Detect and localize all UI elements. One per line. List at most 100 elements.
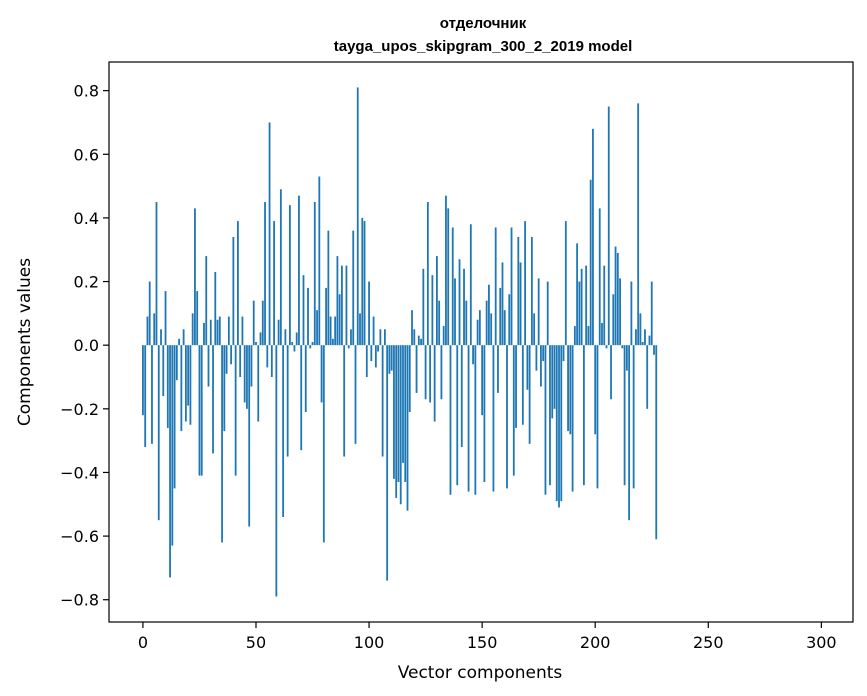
bar-113 [397, 345, 400, 482]
bar-57 [270, 345, 273, 377]
bar-110 [390, 345, 393, 371]
y-tick-label: 0.2 [74, 273, 99, 292]
bar-165 [515, 345, 517, 428]
bar-127 [429, 345, 432, 403]
bar-112 [395, 345, 398, 498]
y-tick-label: −0.8 [60, 591, 99, 610]
bar-9 [162, 345, 165, 397]
bar-216 [630, 281, 633, 346]
bar-25 [198, 345, 201, 476]
bar-41 [234, 345, 237, 476]
bar-19 [184, 345, 187, 422]
bar-224 [648, 335, 651, 346]
bar-143 [465, 300, 468, 346]
bar-172 [530, 237, 533, 346]
bar-133 [442, 326, 445, 346]
bar-223 [646, 345, 649, 409]
bar-56 [268, 122, 271, 346]
bar-201 [596, 345, 599, 489]
bar-17 [180, 345, 183, 432]
bar-227 [655, 345, 658, 540]
bar-93 [352, 230, 355, 346]
bar-37 [225, 345, 228, 374]
bar-115 [402, 345, 404, 463]
bar-99 [365, 345, 368, 377]
bar-53 [261, 300, 264, 346]
bar-168 [521, 345, 524, 425]
bar-198 [589, 179, 592, 346]
bar-40 [232, 237, 235, 346]
bar-178 [544, 345, 547, 495]
x-tick-label: 200 [580, 633, 611, 652]
bar-60 [277, 319, 280, 346]
bar-31 [212, 345, 214, 454]
bar-12 [169, 345, 171, 578]
bar-100 [368, 281, 370, 346]
bar-207 [610, 345, 612, 400]
bar-72 [304, 345, 307, 412]
bar-169 [524, 221, 526, 346]
bar-219 [637, 103, 640, 346]
y-tick-label: −0.2 [60, 400, 99, 419]
bar-173 [533, 313, 536, 346]
bar-191 [573, 326, 576, 346]
bars-group [142, 87, 658, 597]
bar-52 [259, 332, 262, 346]
bar-158 [499, 287, 502, 346]
bar-23 [194, 208, 196, 346]
bar-211 [619, 278, 621, 346]
bar-192 [576, 243, 579, 346]
bar-80 [322, 345, 325, 543]
bar-132 [440, 345, 443, 400]
bar-34 [218, 316, 221, 346]
bar-21 [189, 345, 192, 425]
bar-174 [535, 345, 538, 371]
bar-193 [578, 281, 581, 346]
bar-105 [379, 329, 382, 346]
x-axis-label: Vector components [398, 663, 563, 683]
bar-51 [257, 345, 260, 422]
bar-180 [549, 345, 551, 486]
bar-131 [438, 300, 441, 346]
bar-64 [286, 345, 289, 457]
bar-104 [377, 345, 380, 352]
bar-199 [592, 128, 594, 346]
bar-136 [449, 345, 452, 495]
bar-177 [542, 345, 545, 362]
bar-130 [436, 256, 438, 346]
bar-184 [558, 345, 560, 508]
bar-142 [463, 268, 465, 346]
bar-26 [200, 345, 203, 476]
bar-175 [537, 278, 540, 346]
bar-50 [255, 342, 257, 346]
bar-48 [250, 345, 253, 387]
bar-160 [503, 310, 506, 346]
bar-186 [562, 345, 565, 362]
bar-213 [623, 345, 626, 486]
bar-121 [415, 345, 418, 393]
bar-194 [580, 268, 583, 346]
bar-61 [279, 189, 282, 346]
bar-120 [413, 329, 416, 346]
bar-24 [196, 291, 199, 346]
bar-117 [406, 345, 409, 511]
bar-68 [295, 332, 298, 346]
bar-20 [187, 345, 190, 406]
bar-49 [252, 300, 255, 346]
bar-200 [594, 345, 597, 435]
bar-98 [363, 221, 366, 346]
bar-1 [144, 345, 147, 447]
bar-39 [230, 345, 233, 365]
bar-155 [492, 345, 495, 492]
bar-182 [553, 345, 556, 409]
bar-159 [501, 262, 504, 346]
bar-163 [510, 227, 513, 346]
bar-102 [372, 316, 375, 346]
bar-16 [178, 338, 181, 346]
bar-135 [447, 208, 450, 346]
y-tick-label: 0.4 [74, 209, 99, 228]
bar-92 [350, 329, 352, 346]
bar-7 [157, 345, 160, 521]
bar-124 [422, 268, 425, 346]
bar-36 [223, 345, 226, 432]
